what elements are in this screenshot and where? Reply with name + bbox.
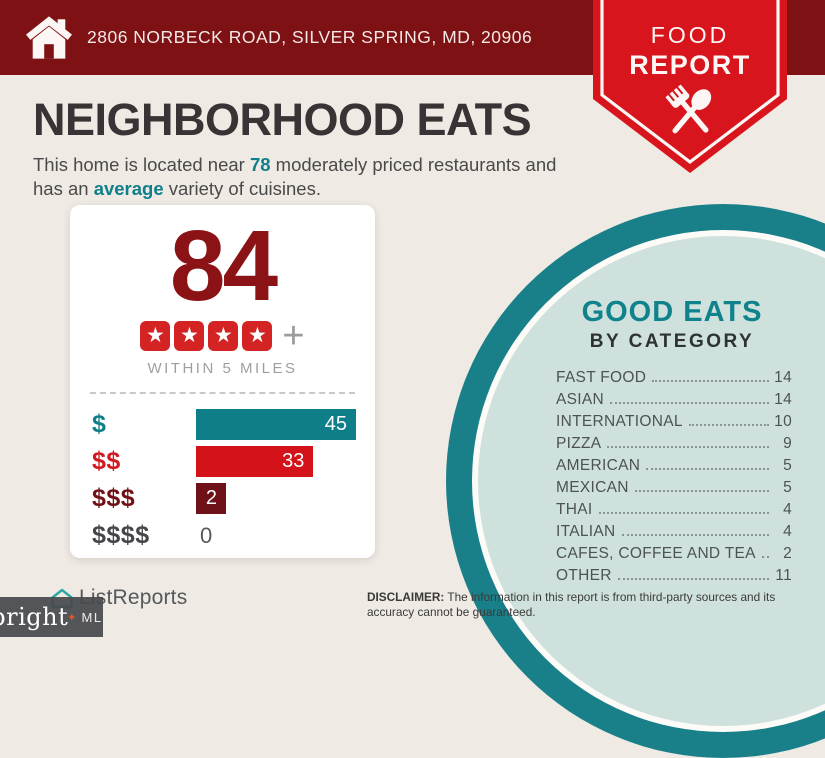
dotted-leader — [761, 556, 769, 558]
price-tier-bar: 33 — [196, 446, 314, 477]
category-count: 14 — [774, 369, 792, 386]
bar-value: 45 — [324, 413, 347, 435]
property-address: 2806 NORBECK ROAD, SILVER SPRING, MD, 20… — [87, 27, 533, 47]
dotted-leader — [646, 468, 769, 470]
price-bar-chart: $45 $$ 33 $$$ 2 $$$$ 0 — [92, 409, 375, 551]
price-tier-label: $ — [92, 410, 107, 438]
category-row: OTHER 11 — [556, 567, 792, 589]
home-icon — [26, 16, 72, 59]
category-count: 2 — [783, 545, 792, 562]
category-name: FAST FOOD — [556, 369, 647, 386]
price-tier-label: $$ — [92, 447, 121, 475]
category-row: THAI 4 — [556, 501, 792, 523]
dotted-leader — [598, 512, 769, 514]
price-tier-label: $$$ — [92, 484, 136, 512]
category-name: MEXICAN — [556, 479, 629, 496]
bar-value: 33 — [282, 450, 305, 472]
star-icon: ★ — [208, 321, 239, 351]
category-count: 5 — [783, 479, 792, 496]
bright-mls-logo: bright✦ MLS — [0, 597, 111, 637]
star-icon: ★ — [140, 321, 171, 351]
category-row: INTERNATIONAL 10 — [556, 413, 792, 435]
dotted-leader — [617, 578, 769, 580]
category-count: 4 — [783, 501, 792, 518]
category-count: 9 — [783, 435, 792, 452]
dotted-leader — [621, 534, 769, 536]
category-name: OTHER — [556, 567, 612, 584]
dotted-leader — [688, 424, 769, 426]
good-eats-title: GOOD EATS — [581, 296, 763, 328]
good-eats-subtitle: BY CATEGORY — [589, 331, 755, 352]
intro-line1-post: moderately priced restaurants and — [270, 154, 557, 175]
restaurant-score-card: 84 ★ ★ ★ ★ + WITHIN 5 MILES $45 $$ 33 $$$ 2 $$$$ 0 — [70, 205, 375, 558]
category-row: AMERICAN 5 — [556, 457, 792, 479]
mls-label: MLS — [81, 609, 113, 625]
intro-line2-pre: has an — [33, 178, 94, 200]
category-name: CAFES, COFFEE AND TEA — [556, 545, 756, 562]
category-name: ASIAN — [556, 391, 605, 408]
category-row: CAFES, COFFEE AND TEA 2 — [556, 545, 792, 567]
star-icon: ★ — [242, 321, 273, 351]
variety-highlight: average — [93, 178, 164, 200]
listreports-wordmark: ListReports — [79, 586, 188, 609]
dotted-leader — [607, 446, 769, 448]
restaurant-count: 78 — [249, 154, 271, 175]
bar-value: 0 — [200, 522, 213, 548]
category-row: MEXICAN 5 — [556, 479, 792, 501]
category-name: THAI — [556, 501, 593, 518]
category-name: ITALIAN — [556, 523, 616, 540]
price-tier-bar: 45 — [196, 409, 356, 440]
total-restaurant-count: 84 — [169, 210, 278, 322]
dashed-divider — [90, 392, 355, 394]
chart-row: $45 — [92, 409, 375, 440]
badge-title-line1: FOOD — [650, 22, 730, 48]
intro-line2-post: variety of cuisines. — [163, 178, 321, 200]
category-name: INTERNATIONAL — [556, 413, 683, 430]
chart-row: $$$ 2 — [92, 483, 375, 514]
intro-line1-pre: This home is located near — [33, 154, 250, 175]
plus-icon: + — [282, 315, 305, 357]
category-count: 5 — [783, 457, 792, 474]
intro-description: This home is located near 78 moderately … — [33, 153, 593, 201]
category-name: PIZZA — [556, 435, 602, 452]
badge-ribbon-shape — [593, 0, 787, 173]
intro-section: NEIGHBORHOOD EATS This home is located n… — [33, 94, 593, 201]
category-row: PIZZA 9 — [556, 435, 792, 457]
dotted-leader — [652, 380, 769, 382]
bright-star-icon: ✦ — [67, 611, 77, 624]
category-count: 11 — [775, 567, 792, 584]
good-eats-section: GOOD EATS BY CATEGORY FAST FOOD 14 ASIAN 14… — [548, 296, 796, 589]
category-list: FAST FOOD 14 ASIAN 14 INTERNATIONAL 10 PIZZA 9 A… — [548, 369, 796, 589]
fork-and-spoon-icon — [665, 84, 712, 134]
dotted-leader — [634, 490, 769, 492]
category-count: 4 — [783, 523, 792, 540]
dotted-leader — [610, 402, 769, 404]
chart-row: $$ 33 — [92, 446, 375, 477]
price-tier-label: $$$$ — [92, 521, 150, 549]
chart-row: $$$$ 0 — [92, 520, 375, 551]
radius-label: WITHIN 5 MILES — [147, 360, 298, 377]
bright-wordmark: bright — [0, 603, 69, 631]
price-tier-bar: 2 — [196, 483, 226, 514]
badge-title-line2: REPORT — [629, 50, 751, 80]
category-row: ASIAN 14 — [556, 391, 792, 413]
page-title: NEIGHBORHOOD EATS — [33, 94, 532, 145]
disclaimer-text: DISCLAIMER: The information in this repo… — [367, 590, 819, 621]
disclaimer-label: DISCLAIMER: — [367, 590, 445, 604]
category-row: FAST FOOD 14 — [556, 369, 792, 391]
food-report-badge: FOOD REPORT — [593, 0, 787, 176]
category-count: 14 — [774, 391, 792, 408]
category-name: AMERICAN — [556, 457, 641, 474]
category-row: ITALIAN 4 — [556, 523, 792, 545]
category-count: 10 — [774, 413, 792, 430]
star-rating: ★ ★ ★ ★ + — [70, 315, 375, 357]
star-icon: ★ — [174, 321, 205, 351]
bar-value: 2 — [205, 487, 217, 509]
disclaimer-body: The information in this report is from t… — [367, 590, 776, 620]
badge-title: FOOD REPORT — [593, 22, 787, 81]
